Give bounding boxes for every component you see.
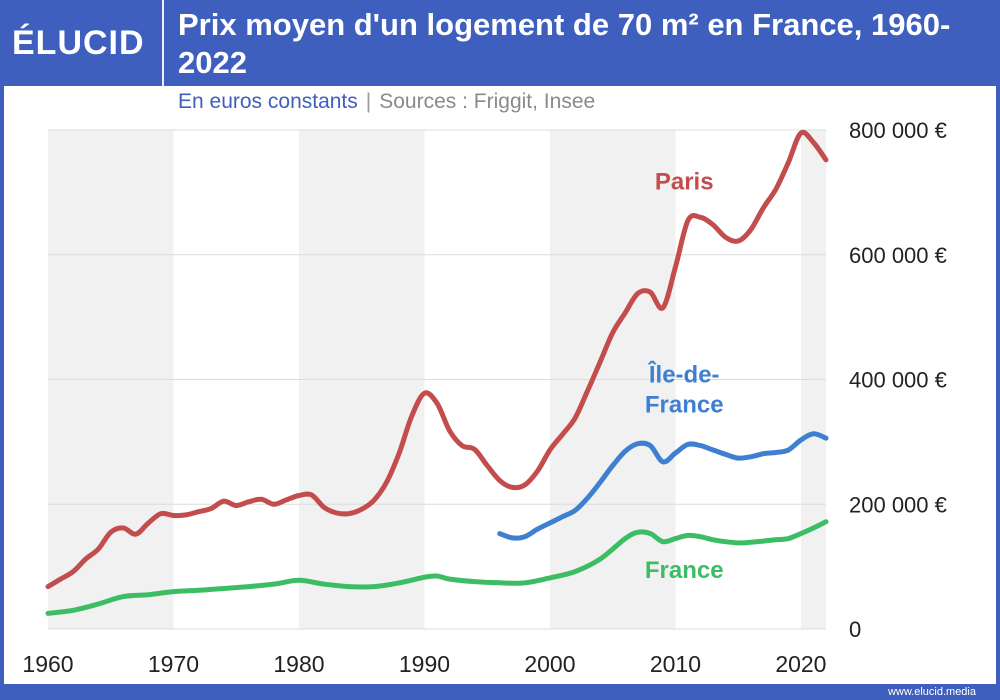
- x-tick-label: 1980: [273, 651, 324, 677]
- y-tick-label: 200 000 €: [849, 492, 947, 517]
- chart-title: Prix moyen d'un logement de 70 m² en Fra…: [178, 7, 951, 80]
- subtitle-separator: |: [365, 90, 372, 113]
- y-tick-label: 0: [849, 617, 861, 642]
- x-tick-label: 2020: [775, 651, 826, 677]
- x-tick-label: 1960: [22, 651, 73, 677]
- series-label-france: France: [645, 557, 724, 584]
- series-line-paris: [45, 129, 829, 590]
- series-label-ile-de-france: France: [645, 392, 724, 419]
- subtitle-units: En euros constants: [178, 90, 358, 113]
- y-tick-label: 800 000 €: [849, 118, 947, 143]
- y-tick-label: 600 000 €: [849, 243, 947, 268]
- series-line-france: [45, 519, 829, 616]
- x-tick-label: 1990: [399, 651, 450, 677]
- chart-panel: 0 200 000 € 400 000 € 600 000 € 800 000 € 196…: [4, 86, 996, 684]
- series-label-ile-de-france: Île-de-: [648, 361, 720, 389]
- series-label-paris: Paris: [655, 168, 714, 195]
- header: ÉLUCID Prix moyen d'un logement de 70 m²…: [0, 0, 1000, 86]
- y-tick-label: 400 000 €: [849, 368, 947, 393]
- series-line-ile-de-france: [497, 431, 829, 541]
- x-tick-label: 2010: [650, 651, 701, 677]
- x-tick-label: 1970: [148, 651, 199, 677]
- x-tick-label: 2000: [524, 651, 575, 677]
- subtitle-sources: Sources : Friggit, Insee: [379, 90, 596, 113]
- elucid-logo: ÉLUCID: [12, 24, 145, 62]
- chart-subtitle: En euros constants | Sources : Friggit, In…: [178, 90, 595, 114]
- logo-separator: [162, 0, 164, 86]
- line-chart: 0 200 000 € 400 000 € 600 000 € 800 000 € 196…: [22, 118, 947, 677]
- footer-url: www.elucid.media: [887, 686, 976, 698]
